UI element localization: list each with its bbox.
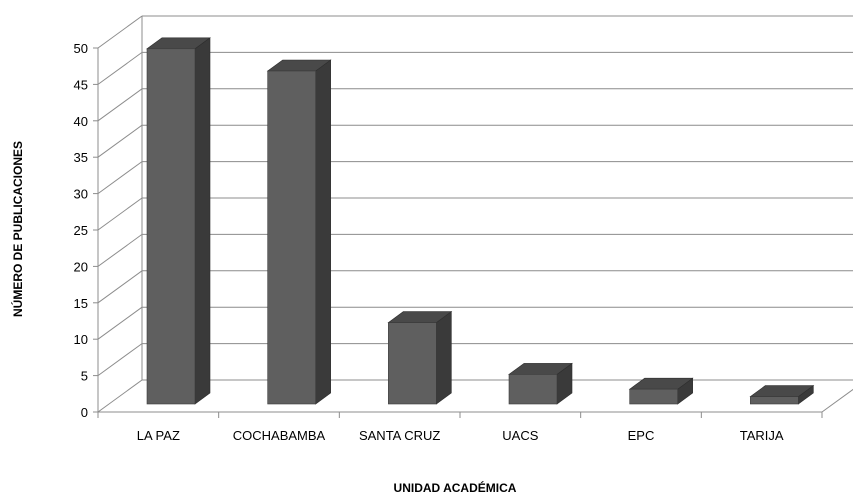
- x-tick-label: EPC: [628, 428, 655, 443]
- gridline-diagonal: [97, 233, 143, 267]
- gridline-diagonal: [97, 88, 143, 122]
- bar-side: [315, 59, 331, 405]
- bar-front: [267, 70, 316, 405]
- y-tick-label: 40: [74, 114, 88, 129]
- x-tick-label: TARIJA: [740, 428, 784, 443]
- bar: [749, 385, 815, 405]
- floor-right-edge: [821, 388, 853, 413]
- y-tick-label: 45: [74, 77, 88, 92]
- y-tick-label: 0: [81, 405, 88, 420]
- bar-front: [388, 322, 437, 405]
- bar-side: [194, 37, 211, 405]
- chart-walls: [97, 16, 853, 413]
- bar: [146, 37, 211, 405]
- y-axis-title: NÚMERO DE PUBLICACIONES: [10, 141, 25, 317]
- gridline-diagonal: [97, 161, 143, 195]
- x-axis-title: UNIDAD ACADÉMICA: [394, 480, 517, 495]
- y-tick-label: 5: [81, 369, 88, 384]
- y-tick-label: 30: [74, 187, 88, 202]
- y-tick-label: 20: [74, 259, 88, 274]
- bar: [628, 377, 694, 405]
- bar-front: [508, 374, 558, 405]
- gridlines: [97, 15, 853, 413]
- y-tick-label: 35: [74, 150, 88, 165]
- y-tick-label: 10: [74, 332, 88, 347]
- bar-front: [629, 388, 678, 405]
- bar-front: [146, 48, 196, 405]
- gridline-diagonal: [97, 270, 143, 304]
- x-axis-ticks: LA PAZ COCHABAMBA SANTA CRUZ UACS EPC TARIJA: [97, 412, 823, 443]
- gridline-diagonal: [97, 197, 143, 231]
- gridline-diagonal: [97, 379, 143, 413]
- bar-front: [750, 396, 799, 405]
- gridline-diagonal: [97, 124, 143, 158]
- gridline-diagonal: [97, 343, 143, 377]
- y-tick-label: 25: [74, 223, 88, 238]
- bar-side: [436, 311, 452, 405]
- bars: [146, 37, 815, 405]
- x-tick-label: UACS: [502, 428, 538, 443]
- gridline-diagonal: [97, 15, 143, 49]
- y-axis-ticks: 0 5 10 15 20 25 30 35 40 45 50: [74, 41, 98, 420]
- gridline-diagonal: [97, 51, 143, 85]
- y-tick-label: 50: [74, 41, 88, 56]
- bar: [508, 362, 573, 405]
- bar: [387, 311, 453, 405]
- bar: [266, 59, 332, 405]
- x-tick-label: COCHABAMBA: [233, 428, 326, 443]
- x-tick-label: LA PAZ: [137, 428, 180, 443]
- y-tick-label: 15: [74, 296, 88, 311]
- gridline-diagonal: [97, 306, 143, 340]
- x-tick-label: SANTA CRUZ: [359, 428, 440, 443]
